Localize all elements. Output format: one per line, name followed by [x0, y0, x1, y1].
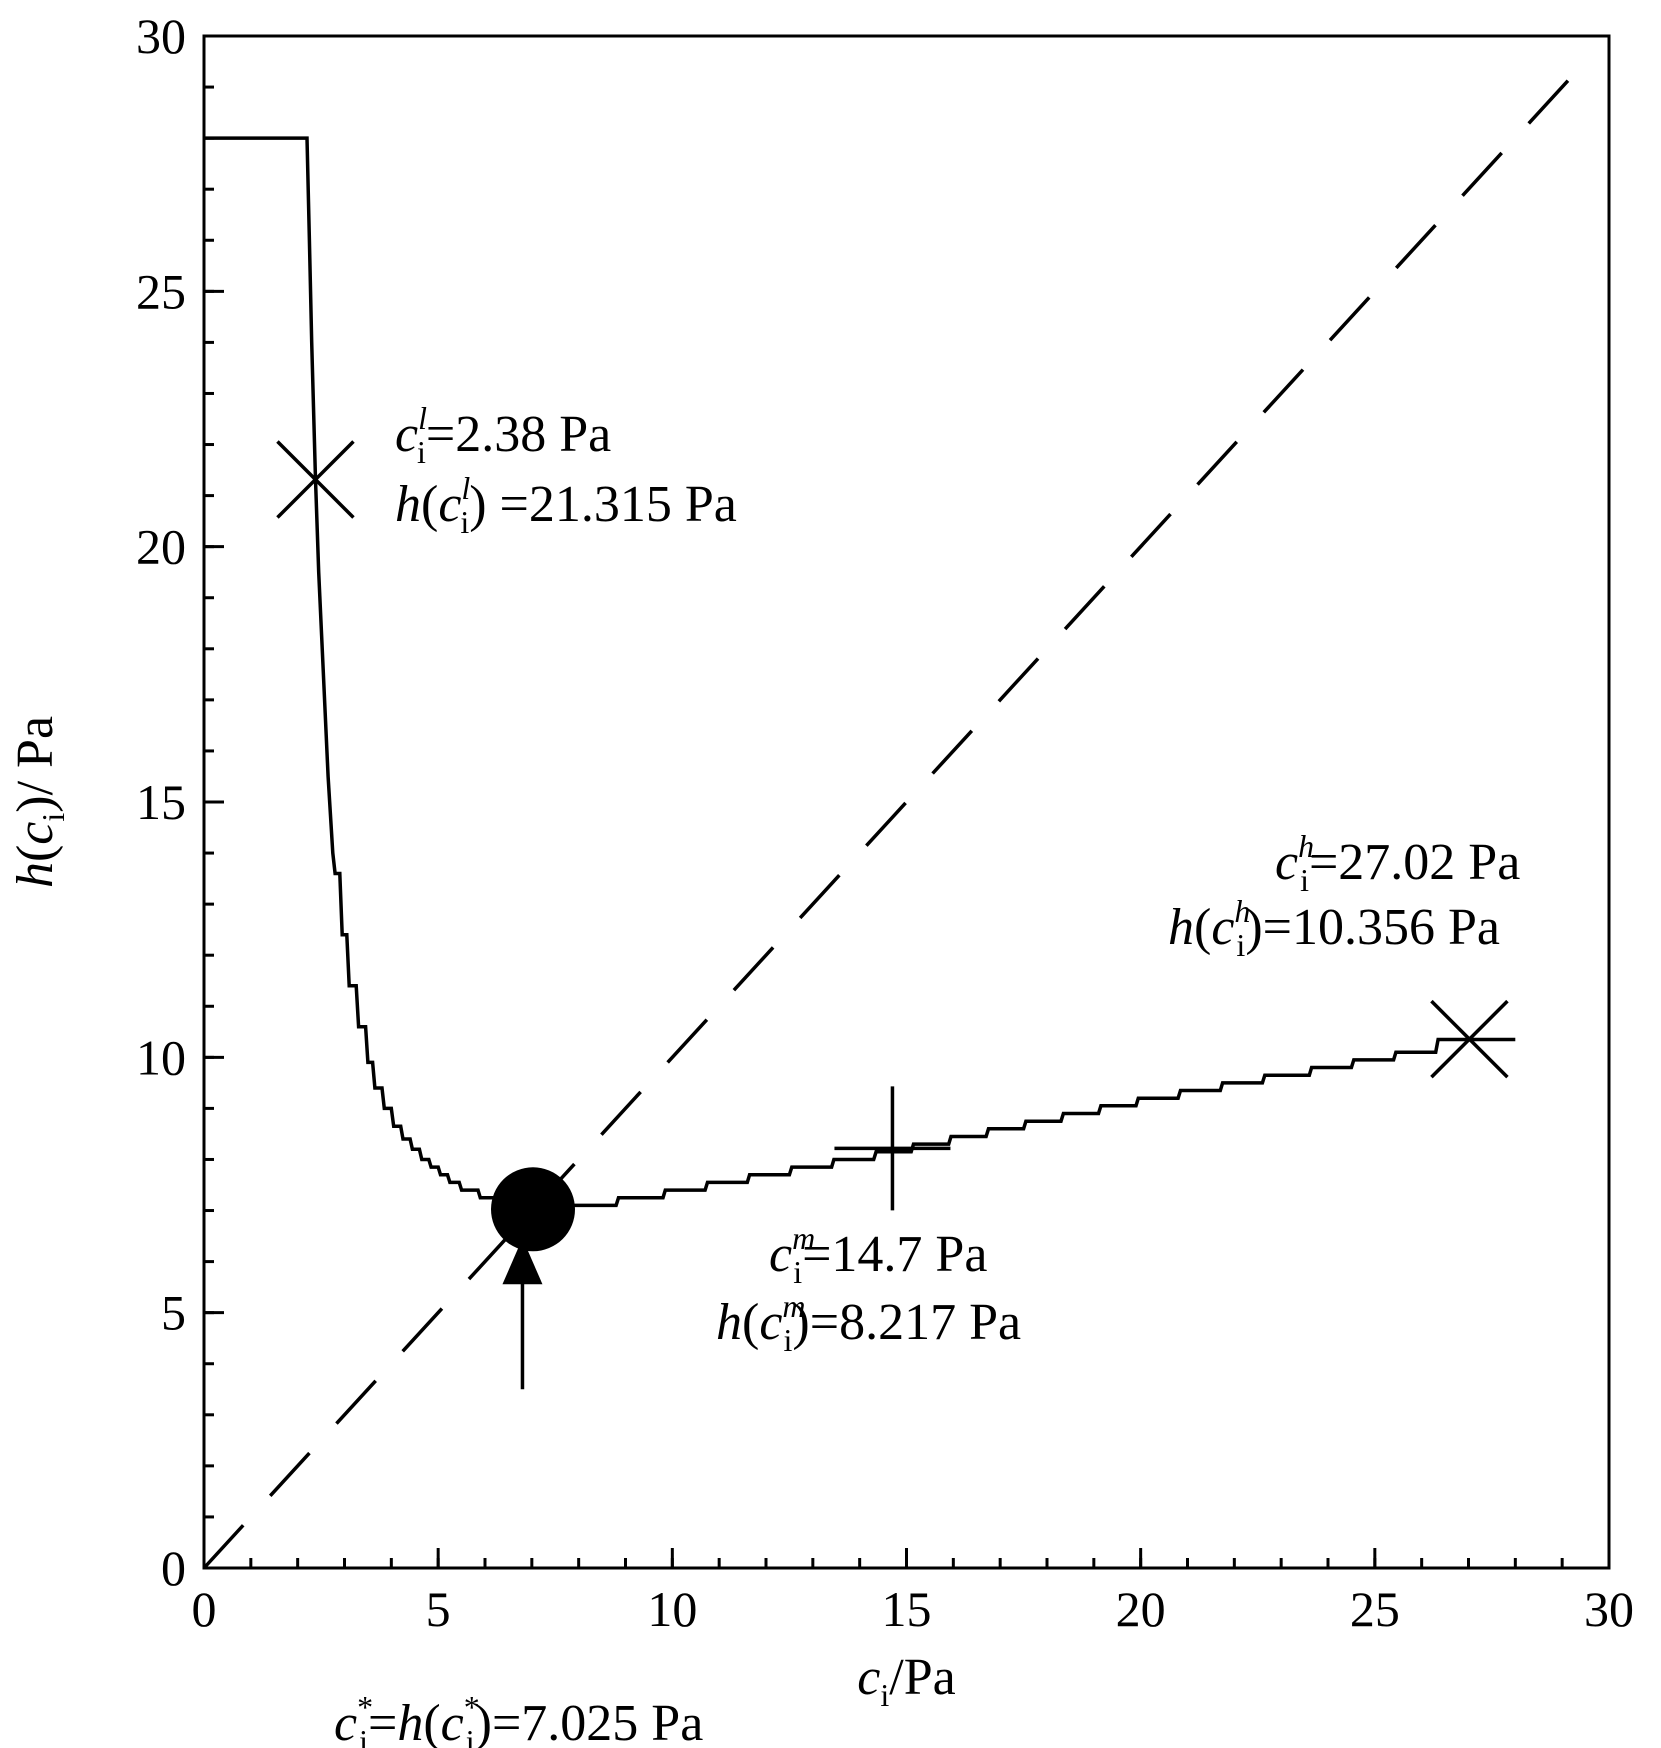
low-point-marker: [276, 440, 355, 519]
mid-point-marker: [834, 1086, 951, 1211]
annotation-mid-line2: h(cm i)=8.217 Pa: [716, 1288, 1021, 1358]
high-point-stroke-b: [1430, 999, 1509, 1079]
x-tick-label: 0: [192, 1581, 217, 1637]
y-tick-label: 30: [136, 8, 186, 64]
arrow-head: [502, 1238, 543, 1285]
y-tick-label: 25: [136, 263, 186, 319]
annotation-high-line1: ch i=27.02 Pa: [1275, 828, 1520, 898]
x-axis-title: ci/Pa: [857, 1649, 955, 1713]
y-title-sub: i: [35, 813, 71, 822]
markers-group: [276, 440, 1509, 1390]
y-title-paren: (: [7, 845, 64, 862]
x-tick-label: 15: [882, 1581, 932, 1637]
y-title-unit: / Pa: [7, 716, 64, 795]
y-title-fn: h: [7, 862, 64, 888]
plot-frame: [202, 34, 1611, 1570]
y-title-var: c: [7, 822, 64, 845]
h-curve: [204, 136, 1516, 1208]
x-title-sub: i: [880, 1677, 889, 1713]
y-tick-label: 15: [136, 774, 186, 830]
annotation-low-line1: cl i=2.38 Pa: [395, 400, 611, 470]
x-tick-label: 5: [426, 1581, 451, 1637]
annotation-high: ch i=27.02 Pa h(ch i)=10.356 Pa: [1168, 828, 1520, 963]
x-tick-label: 20: [1116, 1581, 1166, 1637]
x-tick-label: 10: [647, 1581, 697, 1637]
annotation-mid: cm i=14.7 Pa h(cm i)=8.217 Pa: [716, 1220, 1021, 1358]
annotation-low-line2: h(cl i) =21.315 Pa: [395, 470, 737, 540]
y-axis-title: h(ci)/ Pa: [7, 716, 71, 888]
high-point-marker: [1430, 999, 1509, 1079]
y-tick-label: 5: [161, 1285, 186, 1341]
reference-line-dashed: [202, 70, 1578, 1570]
y-title-close: ): [7, 795, 64, 812]
x-title-var: c: [857, 1649, 880, 1706]
annotation-fixed: c* i=h(c* i)=7.025 Pa: [334, 1689, 703, 1748]
annotation-low: cl i=2.38 Pa h(cl i) =21.315 Pa: [395, 400, 737, 540]
x-tick-label: 30: [1584, 1581, 1634, 1637]
x-title-unit: /Pa: [889, 1649, 955, 1706]
y-tick-label: 20: [136, 519, 186, 575]
fixed-point-marker: [491, 1167, 576, 1252]
y-tick-label: 10: [136, 1029, 186, 1085]
tick-labels: 0 5 10 15 20 25 30 0 5 10 15 20 25 30: [136, 8, 1634, 1637]
y-tick-label: 0: [161, 1540, 186, 1596]
series-group: [202, 70, 1578, 1570]
low-point-stroke-b: [276, 440, 355, 519]
arrow: [502, 1238, 543, 1390]
annotation-high-line2: h(ch i)=10.356 Pa: [1168, 893, 1500, 963]
annotation-mid-line1: cm i=14.7 Pa: [769, 1220, 987, 1290]
x-tick-label: 25: [1350, 1581, 1400, 1637]
